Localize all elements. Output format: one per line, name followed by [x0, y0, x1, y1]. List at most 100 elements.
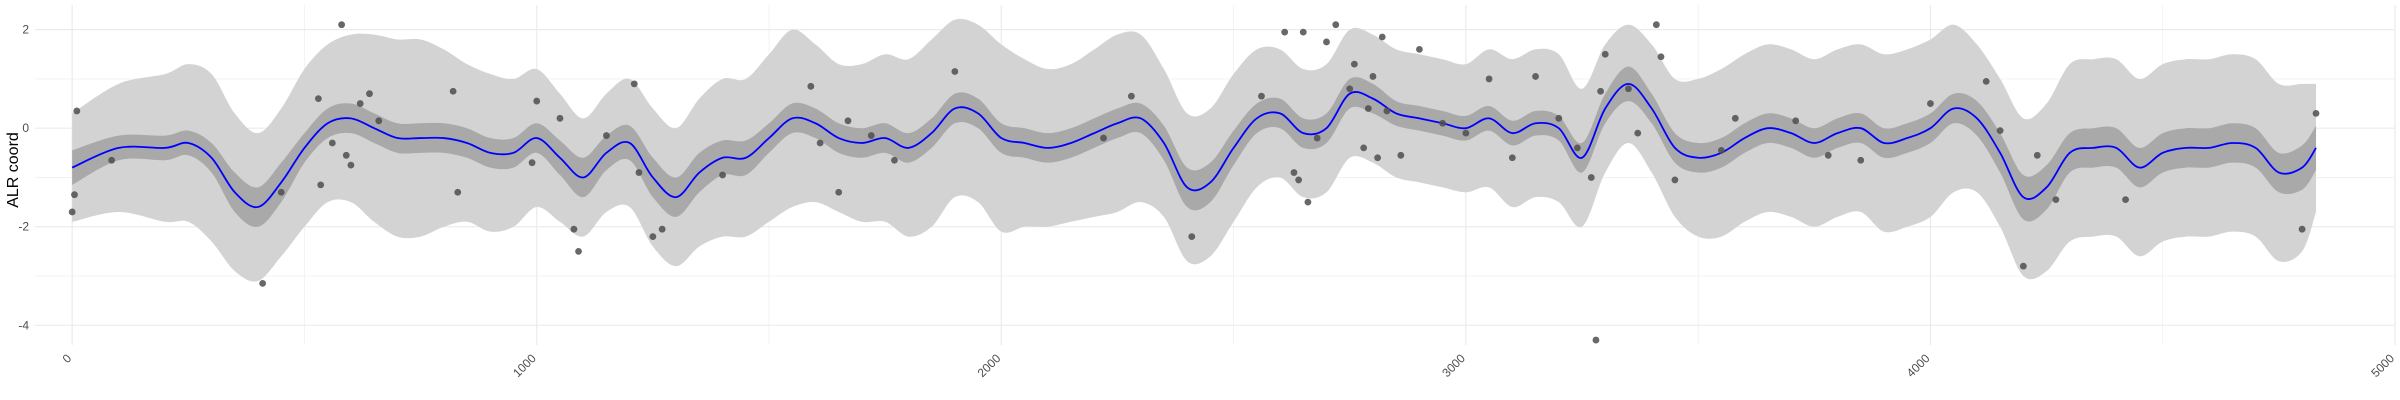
data-point [73, 107, 81, 115]
data-point [328, 139, 336, 147]
data-point [1323, 38, 1330, 46]
data-point [277, 188, 285, 196]
data-point [1100, 134, 1107, 142]
data-point [1625, 85, 1632, 93]
x-tick-label: 4000 [1904, 351, 1933, 380]
data-point [844, 117, 852, 125]
data-point [630, 80, 638, 88]
x-tick-label: 1000 [510, 351, 539, 380]
data-point [1299, 28, 1307, 36]
data-point [338, 21, 346, 29]
data-point [603, 132, 610, 139]
y-axis-title: ALR coord [5, 132, 22, 208]
data-point [1374, 154, 1381, 162]
data-point [2312, 110, 2320, 117]
data-point [816, 139, 824, 147]
data-point [259, 280, 267, 287]
data-point [2298, 225, 2306, 233]
data-point [2052, 196, 2060, 204]
data-point [1857, 156, 1865, 164]
data-point [1360, 144, 1368, 152]
data-point [1982, 77, 1990, 85]
data-point [454, 188, 462, 196]
band-layer [72, 18, 2317, 282]
x-tick-label: 5000 [2368, 351, 2397, 380]
data-point [891, 156, 898, 164]
data-point [1258, 92, 1265, 100]
data-point [342, 151, 350, 159]
data-point [1555, 114, 1563, 122]
data-point [317, 181, 325, 189]
data-point [375, 117, 383, 125]
data-point [1731, 114, 1739, 122]
data-point [1346, 85, 1354, 93]
data-point [1127, 92, 1135, 100]
data-point [1350, 60, 1358, 68]
data-point [1364, 105, 1372, 112]
data-point [719, 171, 726, 179]
data-point [1397, 151, 1405, 159]
data-point [108, 156, 116, 164]
data-point [528, 159, 536, 167]
data-point [1573, 144, 1581, 152]
data-point [867, 132, 875, 139]
data-point [2019, 262, 2027, 270]
data-point [1290, 169, 1298, 176]
data-point [1652, 21, 1660, 29]
data-point [1313, 134, 1321, 142]
data-point [1597, 87, 1604, 95]
y-tick-label: 2 [22, 23, 29, 37]
data-point [570, 225, 578, 233]
data-point [1996, 127, 2004, 135]
data-point [366, 90, 373, 98]
data-point [449, 87, 457, 95]
data-point [314, 95, 322, 103]
y-tick-label: 0 [22, 121, 29, 135]
data-point [71, 191, 78, 199]
data-point [1416, 45, 1423, 53]
data-point [835, 188, 843, 196]
data-point [1532, 73, 1539, 80]
x-tick-label: 3000 [1439, 351, 1468, 380]
data-point [68, 208, 76, 216]
data-point [1378, 33, 1386, 41]
y-tick-label: -4 [18, 318, 29, 332]
data-point [1508, 154, 1516, 162]
x-tick-label: 2000 [975, 351, 1004, 380]
data-point [347, 161, 355, 169]
line-layer [71, 82, 2317, 209]
data-point [807, 82, 815, 90]
data-point [1927, 100, 1934, 107]
data-point [1601, 50, 1609, 58]
data-point [635, 169, 643, 176]
data-point [1369, 73, 1377, 80]
y-tick-label: -2 [18, 220, 29, 234]
data-point [1657, 53, 1665, 61]
data-point [1188, 233, 1196, 240]
data-point [1439, 119, 1447, 127]
data-point [533, 97, 541, 105]
data-point [1332, 21, 1340, 29]
data-point [356, 100, 364, 107]
data-point [1383, 107, 1391, 115]
data-point [658, 225, 666, 233]
data-point [575, 247, 582, 255]
data-point [1792, 117, 1800, 125]
data-point [1295, 176, 1303, 184]
data-point [1485, 75, 1493, 83]
point-layer [68, 21, 2320, 344]
data-point [951, 68, 959, 75]
data-point [1592, 336, 1600, 344]
data-point [1281, 28, 1289, 36]
data-point [1824, 151, 1832, 159]
data-point [1671, 176, 1679, 184]
data-point [1304, 198, 1312, 206]
data-point [1717, 146, 1725, 154]
data-point [2033, 151, 2041, 159]
data-point [1462, 129, 1470, 137]
data-point [2122, 196, 2129, 204]
mean-line [71, 82, 2317, 209]
x-tick-label: 0 [60, 351, 75, 366]
